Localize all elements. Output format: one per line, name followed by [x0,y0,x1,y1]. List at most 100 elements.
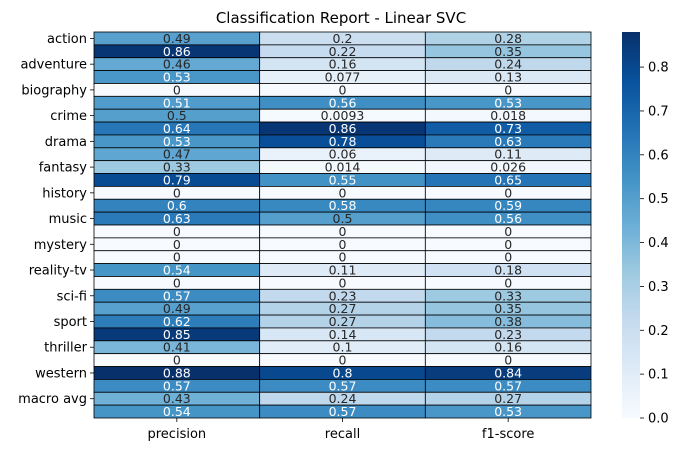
cell-value-label: 0 [173,224,181,239]
y-tick-label: reality-tv [29,264,88,279]
cell-value-label: 0.33 [163,160,191,175]
cell-value-label: 0.24 [494,57,522,72]
y-axis: action adventure biography crime drama fantas… [18,32,94,407]
cell-value-label: 0.58 [329,198,357,213]
cell-value-label: 0.62 [163,314,191,329]
colorbar-tick-label: 0.6 [648,148,669,163]
cell-value-label: 0.23 [494,327,522,342]
colorbar-tick-label: 0.5 [648,192,669,207]
cell-value-label: 0.88 [163,365,191,380]
y-tick-label: biography [21,83,87,98]
cell-value-label: 0 [173,275,181,290]
cell-value-label: 0.78 [329,134,357,149]
cell-value-label: 0.41 [163,340,191,355]
cell-value-label: 0.27 [329,301,357,316]
cell-value-label: 0 [339,275,347,290]
cell-value-label: 0 [173,237,181,252]
x-axis: precision recall f1-score [148,418,534,442]
cell-value-label: 0 [504,224,512,239]
cell-value-label: 0 [339,250,347,265]
cell-value-label: 0.53 [494,404,522,419]
cell-value-label: 0.5 [333,211,353,226]
y-tick-label: music [49,212,87,227]
y-tick-label: sci-fi [57,289,87,304]
cell-value-label: 0.84 [494,365,522,380]
cell-value-label: 0.1 [333,340,353,355]
cell-value-label: 0 [173,353,181,368]
cell-value-label: 0.16 [494,340,522,355]
cell-value-label: 0.06 [329,147,357,162]
cell-value-label: 0.63 [494,134,522,149]
cell-value-label: 0 [504,353,512,368]
cell-value-label: 0.28 [494,31,522,46]
cell-value-label: 0.13 [494,70,522,85]
cell-value-label: 0.24 [329,391,357,406]
cell-value-label: 0.59 [494,198,522,213]
cell-value-label: 0.51 [163,95,191,110]
cell-value-label: 0.57 [329,378,357,393]
cell-value-label: 0.38 [494,314,522,329]
cell-value-label: 0.79 [163,172,191,187]
cell-value-label: 0.65 [494,172,522,187]
cell-value-label: 0 [173,185,181,200]
cell-value-label: 0 [339,237,347,252]
cell-value-label: 0.57 [163,378,191,393]
cell-value-label: 0 [504,275,512,290]
cell-value-label: 0.55 [329,172,357,187]
cell-value-label: 0.026 [490,160,526,175]
cell-value-label: 0 [504,82,512,97]
cell-value-label: 0.077 [325,70,361,85]
cell-value-label: 0 [504,185,512,200]
cell-value-label: 0.18 [494,263,522,278]
cell-value-label: 0.46 [163,57,191,72]
colorbar-tick-label: 0.1 [648,368,669,383]
cell-value-label: 0.6 [167,198,187,213]
cell-value-label: 0.85 [163,327,191,342]
cell-value-label: 0 [504,250,512,265]
y-tick-label: thriller [44,341,88,356]
y-tick-label: history [42,186,87,201]
cell-value-label: 0.53 [494,95,522,110]
cell-value-label: 0.57 [329,404,357,419]
heatmap-cells [93,31,592,419]
cell-value-label: 0 [173,82,181,97]
y-tick-label: mystery [34,238,88,253]
colorbar-tick-label: 0.2 [648,324,669,339]
cell-value-label: 0.11 [329,263,357,278]
colorbar-tick-label: 0.8 [648,61,669,76]
cell-value-label: 0.35 [494,44,522,59]
colorbar-tick-label: 0.3 [648,280,669,295]
cell-value-label: 0 [504,237,512,252]
cell-value-label: 0.8 [333,365,353,380]
cell-value-label: 0.56 [494,211,522,226]
heatmap-cell-labels: 0.49 0.2 0.280.86 0.22 0.350.46 0.16 0.240.53 0… [163,31,526,419]
y-tick-label: fantasy [39,161,88,176]
cell-value-label: 0.63 [163,211,191,226]
colorbar: 0.0 0.1 0.2 0.3 0.4 0.5 0.6 0.7 0.8 [622,32,669,427]
y-tick-label: sport [54,315,87,330]
y-tick-label: crime [50,109,87,124]
colorbar-tick-label: 0.0 [648,412,669,427]
cell-value-label: 0 [339,224,347,239]
colorbar-tick-label: 0.4 [648,236,669,251]
cell-value-label: 0.54 [163,404,191,419]
cell-value-label: 0.27 [329,314,357,329]
cell-value-label: 0.64 [163,121,191,136]
cell-value-label: 0.49 [163,31,191,46]
cell-value-label: 0.53 [163,70,191,85]
cell-value-label: 0 [339,82,347,97]
cell-value-label: 0.86 [163,44,191,59]
x-tick-label: recall [325,427,360,442]
cell-value-label: 0.27 [494,391,522,406]
cell-value-label: 0.86 [329,121,357,136]
colorbar-gradient [622,32,640,418]
colorbar-tick-label: 0.7 [648,104,669,119]
chart-title: Classification Report - Linear SVC [216,9,466,27]
y-tick-label: adventure [20,58,87,73]
y-tick-label: drama [45,135,87,150]
cell-value-label: 0.5 [167,108,187,123]
cell-value-label: 0.73 [494,121,522,136]
cell-value-label: 0.53 [163,134,191,149]
cell-value-label: 0.14 [329,327,357,342]
